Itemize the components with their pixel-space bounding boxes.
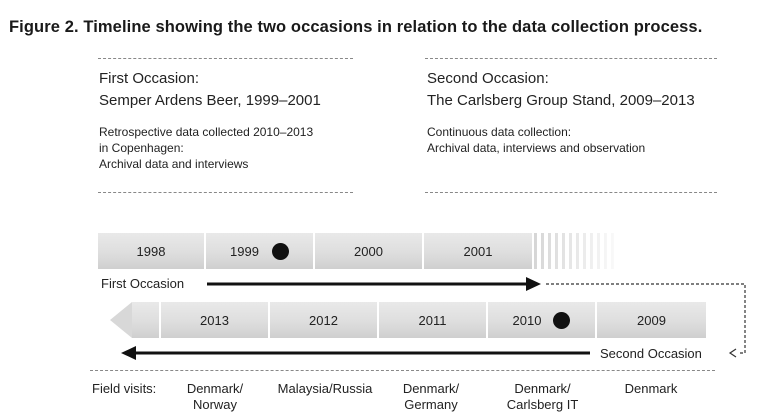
second-occasion-line: Archival data, interviews and observatio…: [427, 141, 646, 155]
second-occasion-line: Continuous data collection:: [427, 125, 572, 139]
second-occasion-box: Second Occasion: The Carlsberg Group Sta…: [427, 68, 695, 156]
field-visit-line: Denmark/: [514, 381, 571, 396]
field-visit-line: Malaysia/Russia: [277, 381, 373, 396]
first-occasion-heading: First Occasion:: [99, 70, 200, 87]
field-visit-item: Denmark/ Carlsberg IT: [495, 381, 590, 413]
field-visit-line: Germany: [404, 397, 458, 412]
field-visit-item: Malaysia/Russia: [265, 381, 385, 397]
first-occasion-box: First Occasion: Semper Ardens Beer, 1999…: [99, 68, 321, 172]
year-label: 1999: [230, 243, 259, 259]
year-cell-2013: 2013: [161, 302, 268, 338]
year-label: 2012: [309, 312, 338, 328]
field-visits-rule: [90, 370, 715, 371]
first-occasion-line: in Copenhagen:: [99, 141, 184, 155]
first-occasion-subheading: Semper Ardens Beer, 1999–2001: [99, 92, 321, 109]
field-visit-item: Denmark/ Norway: [174, 381, 256, 413]
first-occasion-line: Retrospective data collected 2010–2013: [99, 125, 314, 139]
occasion-marker-dot: [553, 311, 571, 329]
field-visit-item: Denmark: [610, 381, 692, 397]
year-cell-2001: 2001: [424, 233, 532, 269]
year-cell-2000: 2000: [315, 233, 422, 269]
second-occasion-heading: Second Occasion:: [427, 70, 549, 87]
second-occasion-bottom-rule: [425, 192, 717, 193]
second-occasion-top-rule: [425, 58, 717, 59]
year-cell-2012: 2012: [270, 302, 377, 338]
field-visits-label: Field visits:: [92, 381, 157, 396]
field-visit-line: Denmark: [624, 381, 678, 396]
year-cell-2010: 2010: [488, 302, 595, 338]
year-label: 1998: [136, 243, 166, 259]
figure-title: Figure 2. Timeline showing the two occas…: [9, 18, 703, 36]
first-occasion-arrow: [207, 277, 541, 291]
year-label: 2010: [512, 312, 542, 328]
year-cell-2009: 2009: [597, 302, 706, 338]
field-visit-line: Carlsberg IT: [506, 397, 579, 412]
year-label: 2009: [637, 312, 666, 328]
first-occasion-label: First Occasion: [101, 276, 185, 291]
field-visit-line: Denmark/: [186, 381, 244, 396]
field-visit-line: Norway: [192, 397, 238, 412]
year-cell-2011: 2011: [379, 302, 486, 338]
field-visit-line: Denmark/: [402, 381, 460, 396]
year-label: 2001: [463, 243, 493, 259]
second-occasion-arrow: [121, 346, 590, 360]
year-label: 2000: [354, 243, 383, 259]
second-occasion-subheading: The Carlsberg Group Stand, 2009–2013: [427, 92, 695, 109]
field-visit-item: Denmark/ Germany: [390, 381, 472, 413]
year-label: 2013: [200, 312, 229, 328]
first-occasion-top-rule: [98, 58, 353, 59]
timeline-bottom-bar: 2013 2012 2011 2010 2009: [110, 302, 706, 338]
first-occasion-bottom-rule: [98, 192, 353, 193]
timeline-lead-segment: [132, 302, 159, 338]
dashed-connector-arrow: [546, 283, 746, 358]
occasion-marker-dot: [271, 242, 289, 260]
second-occasion-label: Second Occasion: [600, 346, 702, 361]
timeline-back-arrowhead: [110, 302, 132, 338]
first-occasion-line: Archival data and interviews: [99, 157, 249, 171]
year-label: 2011: [418, 312, 447, 328]
timeline-fade-out: [534, 233, 614, 269]
year-cell-1998: 1998: [98, 233, 204, 269]
timeline-top-bar: 1998 1999 2000 2001: [98, 233, 618, 269]
year-cell-1999: 1999: [206, 233, 313, 269]
